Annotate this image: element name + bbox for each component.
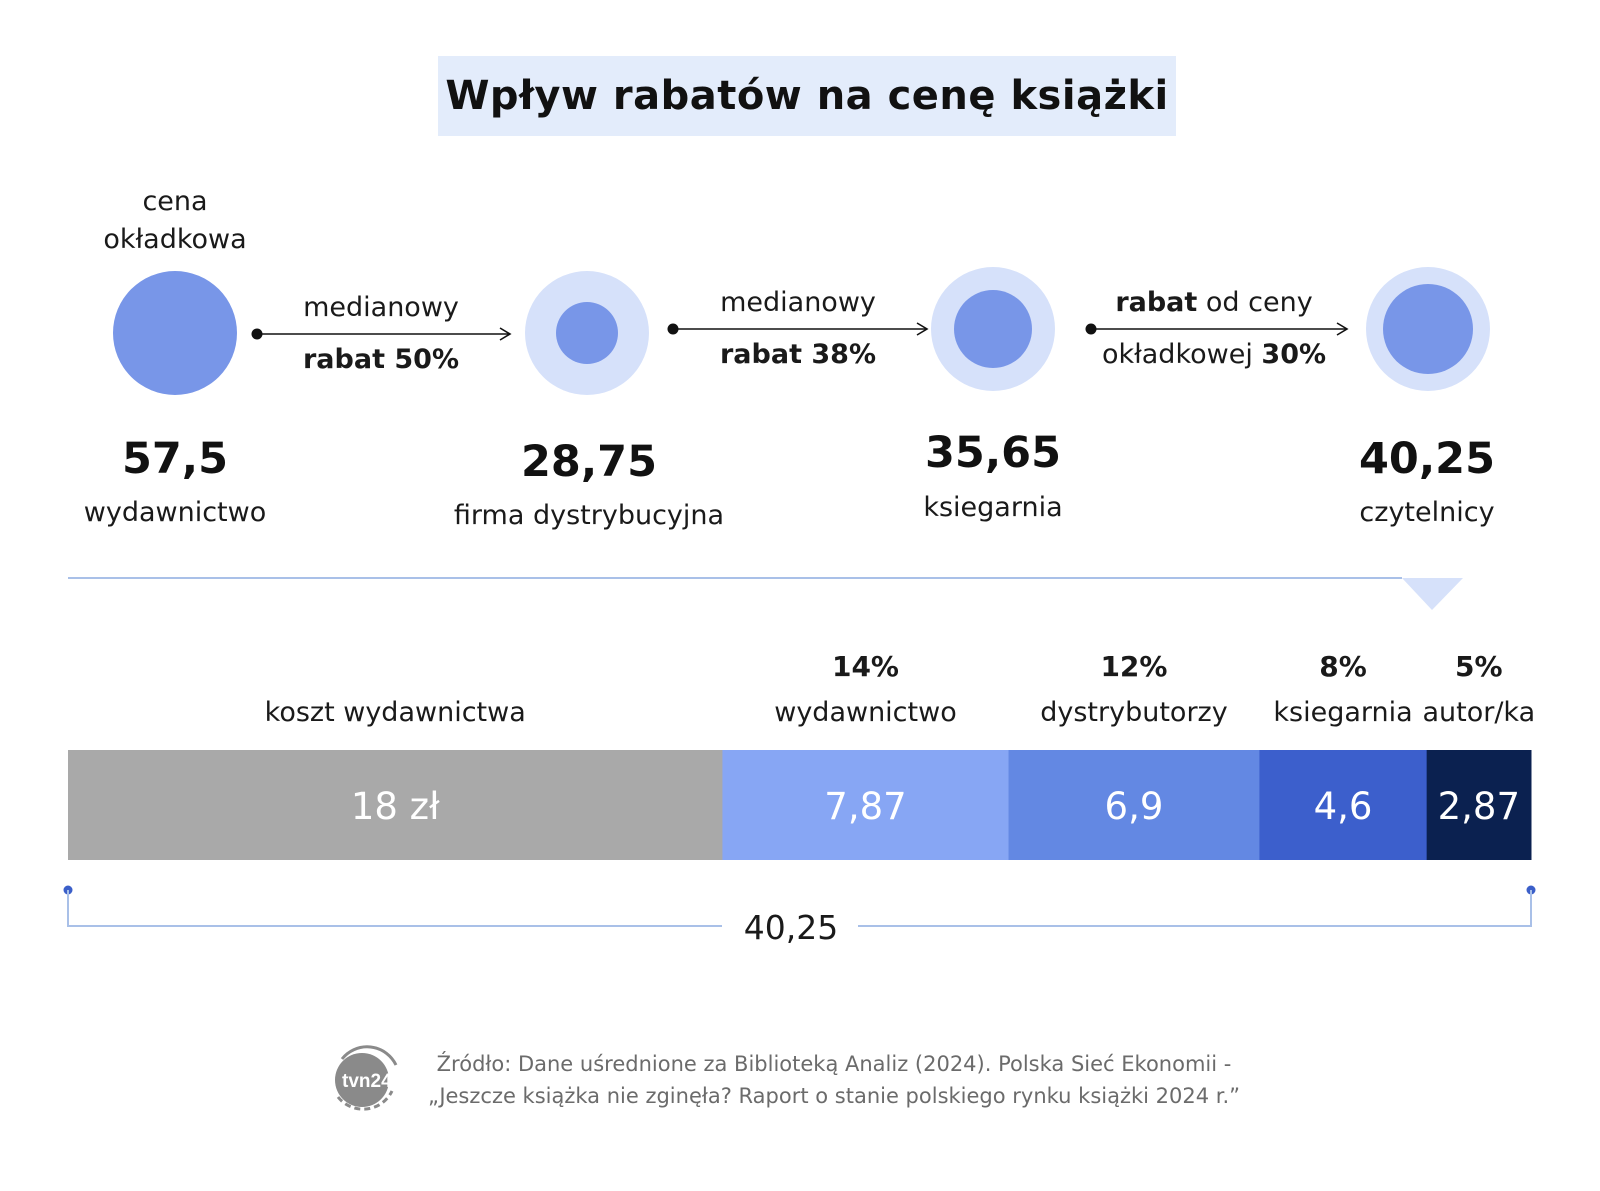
segment-pct-3: 12% bbox=[1100, 650, 1168, 683]
segment-pct-5: 5% bbox=[1455, 650, 1503, 683]
segment-label-5: autor/ka bbox=[1422, 697, 1536, 728]
segment-label-4: ksiegarnia bbox=[1273, 697, 1413, 728]
arrow-3-text-line2: okładkowej 30% bbox=[1101, 339, 1327, 370]
segment-pct-4: 8% bbox=[1319, 650, 1367, 683]
bar-segment-4 bbox=[1259, 750, 1428, 860]
divider-pointer bbox=[1402, 578, 1463, 610]
bar-value-label-1: 18 zł bbox=[351, 785, 440, 828]
bar-value-label-2: 7,87 bbox=[824, 785, 906, 828]
bar-value-label-4: 4,6 bbox=[1314, 785, 1373, 828]
total-value: 40,25 bbox=[743, 908, 839, 947]
bar-value-label-3: 6,9 bbox=[1105, 785, 1164, 828]
bracket-right bbox=[858, 890, 1532, 927]
readers-circle bbox=[1383, 284, 1473, 374]
bar-segment-3 bbox=[1008, 750, 1260, 860]
source-text: Źródło: Dane uśrednione za Biblioteką An… bbox=[428, 1048, 1240, 1112]
segment-pct-2: 14% bbox=[831, 650, 899, 683]
total-bracket bbox=[63, 885, 1536, 927]
bar-segment-1 bbox=[68, 750, 723, 860]
segment-label-1: koszt wydawnictwa bbox=[264, 697, 526, 728]
source-line-2: „Jeszcze książka nie zginęła? Raport o s… bbox=[427, 1084, 1241, 1108]
bookstore-value: 35,65 bbox=[924, 428, 1062, 478]
bracket-left bbox=[67, 890, 722, 927]
publisher-value: 57,5 bbox=[121, 434, 229, 484]
readers-label: czytelnicy bbox=[1359, 497, 1495, 528]
cover-price-label: cena okładkowa bbox=[103, 186, 247, 255]
arrow-1-text-line1: medianowy bbox=[303, 292, 459, 323]
segment-label-3: dystrybutorzy bbox=[1040, 697, 1228, 728]
distributor-label: firma dystrybucyjna bbox=[453, 500, 725, 531]
arrow-2-text-line1: medianowy bbox=[720, 287, 876, 318]
arrow-1-text-line2: rabat 50% bbox=[302, 344, 460, 375]
title-background bbox=[438, 56, 1176, 136]
arrow-3-text-line1: rabat od ceny bbox=[1115, 287, 1313, 318]
chart-title: Wpływ rabatów na cenę książki bbox=[445, 73, 1169, 119]
distributor-circle bbox=[556, 302, 618, 364]
publisher-label: wydawnictwo bbox=[83, 497, 267, 528]
bookstore-label: ksiegarnia bbox=[923, 492, 1063, 523]
logo-text: tvn24 bbox=[342, 1071, 392, 1092]
segment-label-2: wydawnictwo bbox=[774, 697, 957, 728]
divider bbox=[68, 577, 1463, 610]
bar-segment-2 bbox=[722, 750, 1010, 860]
bookstore-circle bbox=[954, 290, 1032, 368]
source-line-1: Źródło: Dane uśrednione za Biblioteką An… bbox=[436, 1052, 1232, 1076]
stacked-bar: 18 zł 7,87 6,9 4,6 2,87 bbox=[68, 750, 1532, 860]
tvn24-logo-icon: tvn24 bbox=[335, 1045, 398, 1111]
bar-segment-5 bbox=[1426, 750, 1532, 860]
bar-value-label-5: 2,87 bbox=[1438, 785, 1520, 828]
publisher-circle bbox=[113, 271, 237, 395]
arrow-2-text-line2: rabat 38% bbox=[719, 339, 877, 370]
flow-diagram bbox=[113, 267, 1490, 395]
readers-value: 40,25 bbox=[1358, 434, 1496, 484]
distributor-value: 28,75 bbox=[520, 437, 658, 487]
